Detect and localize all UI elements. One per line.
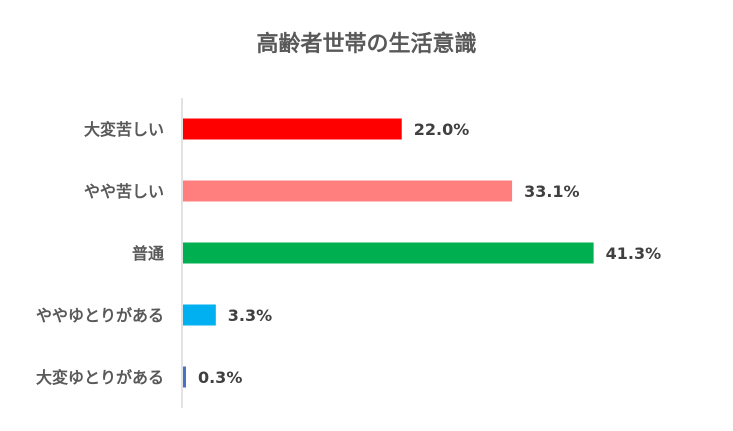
category-label: 大変苦しい	[84, 120, 164, 139]
bar	[183, 304, 216, 326]
data-label: 22.0%	[414, 120, 470, 139]
bar	[183, 118, 402, 140]
category-label: ややゆとりがある	[36, 306, 164, 325]
data-label: 41.3%	[606, 244, 662, 263]
category-label: 大変ゆとりがある	[36, 368, 164, 387]
chart-title: 高齢者世帯の生活意識	[256, 32, 477, 57]
category-label: やや苦しい	[84, 182, 164, 201]
data-label: 0.3%	[198, 368, 242, 387]
data-label: 33.1%	[524, 182, 580, 201]
data-label: 3.3%	[228, 306, 272, 325]
category-label: 普通	[132, 244, 164, 263]
bar	[183, 242, 594, 264]
bar	[183, 366, 186, 388]
bar	[183, 180, 513, 202]
